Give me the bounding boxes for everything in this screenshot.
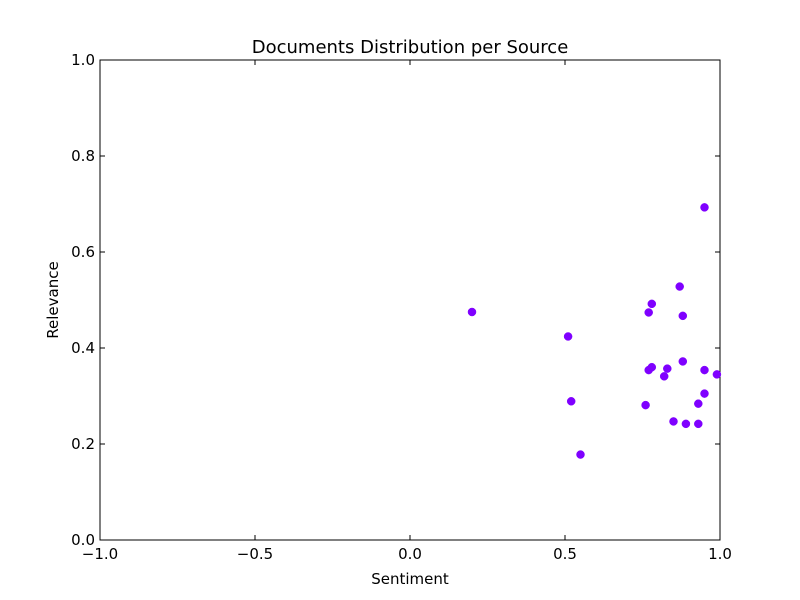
data-point [678,357,688,366]
plot-area [99,59,721,541]
data-point [644,308,653,317]
data-point [700,389,709,398]
data-point [694,419,703,429]
y-axis: 0.0 0.2 0.4 0.6 0.8 1.0 [71,51,720,549]
scatter-points [467,203,722,459]
x-tick-label: 1.0 [708,545,732,563]
chart-title: Documents Distribution per Source [252,37,569,58]
data-point [681,419,691,429]
y-tick-label: 0.0 [71,531,95,549]
y-tick-label: 0.6 [71,243,95,261]
data-point [563,332,573,341]
y-tick-label: 0.2 [71,435,95,453]
data-point [694,399,703,408]
data-point [700,365,709,375]
data-point [659,372,669,381]
x-tick-label: 0.0 [398,545,422,563]
data-point [467,307,477,317]
data-point [678,311,688,321]
data-point [576,450,585,459]
y-tick-label: 1.0 [71,51,95,69]
y-axis-label: Relevance [44,261,62,338]
x-tick-label: −1.0 [82,545,118,563]
data-point [641,400,650,410]
data-point [712,370,722,379]
data-point [669,417,678,426]
y-tick-label: 0.8 [71,147,95,165]
x-axis-label: Sentiment [371,570,449,588]
x-tick-label: −0.5 [237,545,273,563]
x-axis: −1.0 −0.5 0.0 0.5 1.0 [82,60,732,563]
data-point [647,299,657,309]
data-point [675,282,684,291]
y-tick-label: 0.4 [71,339,95,357]
x-tick-label: 0.5 [553,545,577,563]
plot-frame [99,59,721,541]
data-point [647,362,657,372]
data-point [700,203,709,212]
data-point [566,397,576,406]
data-point [663,364,672,373]
